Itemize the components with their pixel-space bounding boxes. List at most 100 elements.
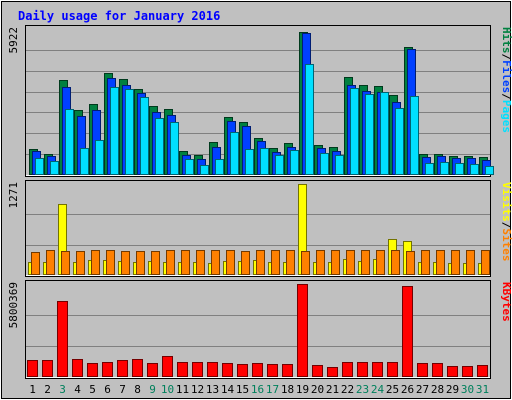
bar-kbytes-day-4 — [72, 359, 83, 377]
x-tick-label-day-21: 21 — [326, 383, 339, 396]
bar-kbytes-day-14 — [222, 363, 233, 377]
bar-kbytes-day-20 — [312, 365, 323, 377]
bar-sites-day-28 — [436, 250, 445, 275]
bar-sites-day-8 — [136, 251, 145, 275]
bar-sites-day-29 — [451, 250, 460, 275]
bar-pages-day-1 — [35, 158, 44, 175]
legend-separator: / — [500, 93, 512, 100]
panel-top: 5922 Hits/Files/Pages — [7, 25, 512, 177]
x-tick-label-day-23: 23 — [356, 383, 369, 396]
x-axis-labels: 1 2 3 4 5 6 7 8 9 10 11 12 13 14 15 16 17 18 19 20 21 22 23 24 2… — [29, 383, 489, 396]
bar-sites-day-21 — [331, 250, 340, 275]
bar-sites-day-19 — [301, 251, 310, 275]
x-tick-label-day-13: 13 — [206, 383, 219, 396]
bar-pages-day-7 — [125, 89, 134, 175]
bar-kbytes-day-9 — [147, 363, 158, 377]
bar-sites-day-2 — [46, 250, 55, 275]
bar-pages-day-6 — [110, 87, 119, 175]
bar-pages-day-14 — [230, 132, 239, 175]
bar-kbytes-day-8 — [132, 359, 143, 377]
bar-pages-day-17 — [275, 155, 284, 175]
bar-sites-day-7 — [121, 251, 130, 275]
bar-sites-day-12 — [196, 250, 205, 275]
bar-sites-day-20 — [316, 250, 325, 275]
bar-sites-day-27 — [421, 250, 430, 275]
bar-kbytes-day-1 — [27, 360, 38, 377]
x-tick-label-day-29: 29 — [446, 383, 459, 396]
bar-kbytes-day-12 — [192, 362, 203, 377]
bar-sites-day-14 — [226, 250, 235, 275]
bar-pages-day-5 — [95, 140, 104, 175]
bar-pages-day-23 — [365, 94, 374, 175]
bar-sites-day-26 — [406, 251, 415, 275]
bar-kbytes-day-13 — [207, 362, 218, 377]
x-tick-label-day-9: 9 — [149, 383, 156, 396]
bar-kbytes-day-15 — [237, 364, 248, 377]
x-tick-label-day-2: 2 — [44, 383, 51, 396]
bar-sites-day-25 — [391, 250, 400, 275]
panel-top-legend: Hits/Files/Pages — [500, 27, 512, 133]
legend-separator: / — [500, 54, 512, 61]
bar-sites-day-17 — [271, 250, 280, 275]
bar-kbytes-day-11 — [177, 362, 188, 377]
bar-kbytes-day-29 — [447, 366, 458, 377]
bar-pages-day-19 — [305, 64, 314, 175]
bar-kbytes-day-5 — [87, 363, 98, 377]
bar-pages-day-11 — [185, 159, 194, 175]
bar-kbytes-day-18 — [282, 364, 293, 377]
panel-middle: 1271 Visits/Sites — [7, 180, 512, 277]
bar-kbytes-day-3 — [57, 301, 68, 377]
x-tick-label-day-4: 4 — [74, 383, 81, 396]
bar-kbytes-day-10 — [162, 356, 173, 377]
x-tick-label-day-1: 1 — [29, 383, 36, 396]
x-tick-label-day-17: 17 — [266, 383, 279, 396]
bar-pages-day-15 — [245, 149, 254, 175]
legend-hits: Hits — [500, 27, 512, 54]
bar-kbytes-day-19 — [297, 284, 308, 377]
x-tick-label-day-3: 3 — [59, 383, 66, 396]
bar-sites-day-3 — [61, 251, 70, 275]
x-tick-label-day-12: 12 — [191, 383, 204, 396]
x-tick-label-day-18: 18 — [281, 383, 294, 396]
bar-sites-day-15 — [241, 251, 250, 275]
bar-pages-day-21 — [335, 155, 344, 175]
chart-title: Daily usage for January 2016 — [18, 9, 220, 23]
bar-kbytes-day-23 — [357, 362, 368, 377]
x-tick-label-day-16: 16 — [251, 383, 264, 396]
panel-top-max-label: 5922 — [7, 27, 20, 54]
bar-kbytes-day-2 — [42, 360, 53, 377]
bar-pages-day-31 — [485, 166, 494, 175]
legend-kbytes: KBytes — [500, 282, 512, 322]
bar-pages-day-20 — [320, 153, 329, 175]
bar-sites-day-4 — [76, 251, 85, 275]
legend-visits: Visits — [500, 182, 512, 222]
panel-middle-max-label: 1271 — [7, 182, 20, 209]
bar-sites-day-1 — [31, 252, 40, 275]
bar-pages-day-29 — [455, 163, 464, 175]
bar-kbytes-day-7 — [117, 360, 128, 377]
bar-kbytes-day-24 — [372, 362, 383, 377]
x-tick-label-day-5: 5 — [89, 383, 96, 396]
bar-sites-day-16 — [256, 250, 265, 275]
x-tick-label-day-14: 14 — [221, 383, 235, 396]
x-tick-label-day-11: 11 — [176, 383, 189, 396]
bar-sites-day-23 — [361, 250, 370, 275]
x-tick-label-day-22: 22 — [341, 383, 354, 396]
bar-pages-day-27 — [425, 163, 434, 175]
bar-sites-day-22 — [346, 250, 355, 275]
bar-kbytes-day-16 — [252, 363, 263, 377]
x-tick-label-day-8: 8 — [134, 383, 141, 396]
x-tick-label-day-6: 6 — [104, 383, 111, 396]
bar-sites-day-31 — [481, 250, 490, 275]
bar-kbytes-day-31 — [477, 365, 488, 377]
bar-sites-day-10 — [166, 250, 175, 275]
bar-pages-day-30 — [470, 164, 479, 175]
bar-kbytes-day-27 — [417, 363, 428, 377]
legend-sites: Sites — [500, 228, 512, 261]
bar-sites-day-30 — [466, 250, 475, 275]
x-tick-label-day-19: 19 — [296, 383, 309, 396]
